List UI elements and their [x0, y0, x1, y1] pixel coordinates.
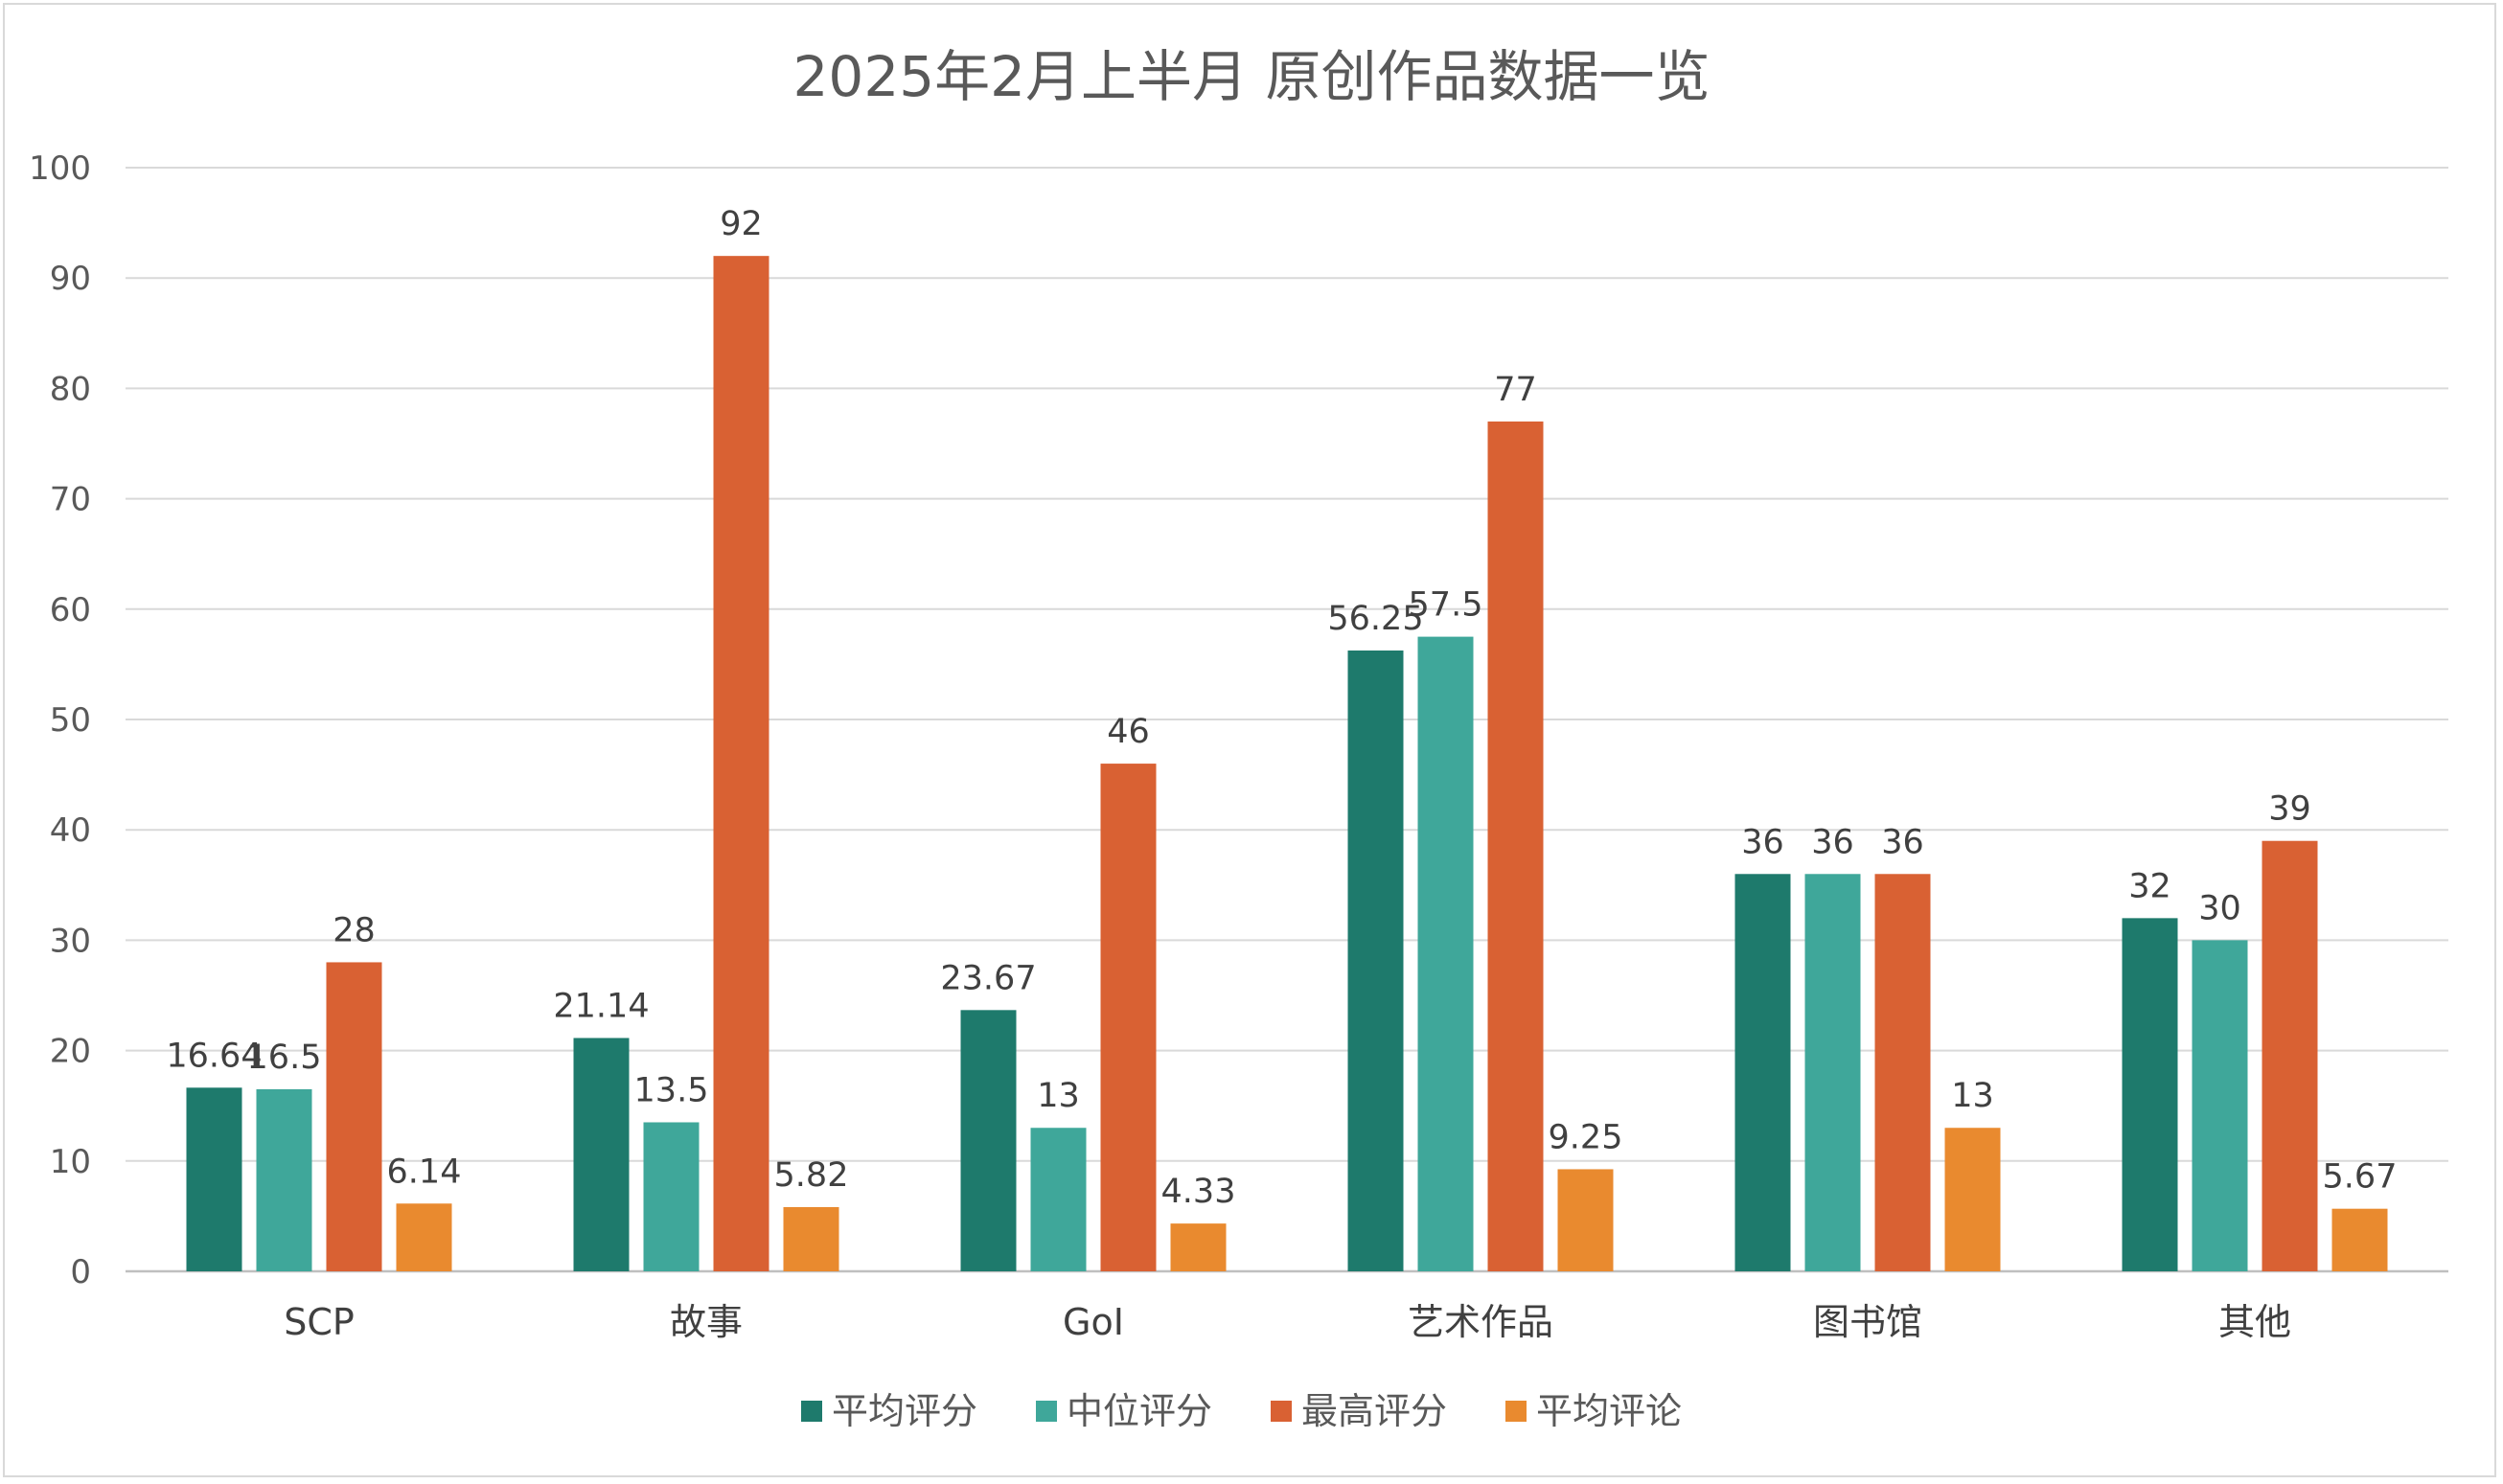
legend-label: 最高评分	[1301, 1390, 1447, 1432]
data-label: 46	[1107, 713, 1150, 751]
bar-4-5	[1944, 1128, 2001, 1271]
bar-1-1	[186, 1087, 242, 1271]
bar-1-4	[1347, 651, 1404, 1271]
bar-4-2	[783, 1206, 839, 1271]
data-label: 23.67	[940, 959, 1036, 997]
y-tick-label: 70	[50, 481, 91, 519]
bar-1-2	[573, 1038, 630, 1271]
bar-4-6	[2331, 1208, 2388, 1271]
bar-4-4	[1557, 1169, 1614, 1271]
legend-label: 平均评分	[832, 1390, 977, 1432]
bar-2-1	[256, 1088, 312, 1271]
legend-label: 中位评分	[1067, 1390, 1212, 1432]
data-label: 5.82	[774, 1156, 849, 1195]
bar-4-3	[1170, 1223, 1227, 1271]
bar-2-2	[643, 1122, 700, 1271]
bar-3-2	[713, 256, 769, 1271]
data-label: 57.5	[1409, 586, 1483, 625]
y-tick-label: 50	[50, 701, 91, 740]
data-label: 16.64	[166, 1037, 262, 1075]
data-label: 36	[1881, 823, 1924, 861]
bar-1-5	[1734, 874, 1791, 1271]
chart-title: 2025年2月上半月 原创作品数据一览	[793, 44, 1711, 109]
data-label: 92	[720, 205, 763, 243]
bars	[186, 256, 2388, 1272]
legend-label: 平均评论	[1536, 1390, 1682, 1432]
bar-1-3	[960, 1010, 1017, 1271]
data-label: 5.67	[2323, 1158, 2398, 1197]
y-tick-label: 90	[50, 260, 91, 298]
data-label: 36	[1741, 823, 1784, 861]
data-label: 13	[1951, 1077, 1994, 1115]
y-tick-label: 10	[50, 1143, 91, 1181]
y-axis-ticks: 0 10 20 30 40 50 60 70 80 90 100	[29, 149, 91, 1291]
legend-swatch	[1505, 1401, 1527, 1422]
data-label: 28	[333, 911, 376, 949]
y-tick-label: 80	[50, 370, 91, 408]
y-tick-label: 20	[50, 1033, 91, 1071]
data-label: 4.33	[1161, 1173, 1236, 1211]
legend: 平均评分 中位评分 最高评分 平均评论	[801, 1390, 1682, 1432]
bar-3-5	[1874, 874, 1931, 1271]
bar-2-4	[1417, 636, 1474, 1271]
bar-2-6	[2192, 940, 2248, 1271]
data-label: 16.5	[247, 1039, 322, 1077]
data-label: 13.5	[634, 1071, 709, 1109]
data-label: 9.25	[1549, 1118, 1623, 1156]
x-tick-label: 其他	[2218, 1301, 2291, 1343]
data-label: 30	[2198, 889, 2241, 927]
data-label: 77	[1494, 371, 1537, 409]
y-tick-label: 100	[29, 149, 91, 188]
data-label: 6.14	[387, 1153, 462, 1191]
legend-swatch	[1271, 1401, 1292, 1422]
x-tick-label: 图书馆	[1813, 1301, 1922, 1343]
bar-1-6	[2122, 918, 2178, 1271]
bar-3-1	[326, 962, 382, 1271]
x-tick-label: 故事	[670, 1301, 743, 1343]
data-label: 21.14	[553, 987, 649, 1025]
data-label: 39	[2268, 790, 2311, 829]
legend-swatch	[801, 1401, 822, 1422]
bar-2-3	[1030, 1128, 1087, 1271]
y-tick-label: 60	[50, 591, 91, 629]
y-tick-label: 40	[50, 811, 91, 850]
data-label: 36	[1811, 823, 1854, 861]
data-label: 13	[1037, 1077, 1080, 1115]
y-tick-label: 30	[50, 922, 91, 960]
bar-3-6	[2262, 840, 2318, 1271]
bar-2-5	[1804, 874, 1861, 1271]
x-tick-label: 艺术作品	[1408, 1301, 1553, 1343]
legend-swatch	[1036, 1401, 1057, 1422]
bar-3-4	[1487, 421, 1544, 1272]
x-axis-categories: SCP 故事 GoI 艺术作品 图书馆 其他	[284, 1301, 2291, 1343]
grid-lines	[126, 167, 2448, 1273]
data-label: 56.25	[1327, 600, 1423, 638]
x-tick-label: GoI	[1063, 1301, 1124, 1343]
data-label: 32	[2128, 867, 2171, 905]
x-tick-label: SCP	[284, 1301, 355, 1343]
bar-4-1	[396, 1203, 452, 1271]
y-tick-label: 0	[70, 1253, 91, 1291]
bar-3-3	[1100, 764, 1157, 1271]
